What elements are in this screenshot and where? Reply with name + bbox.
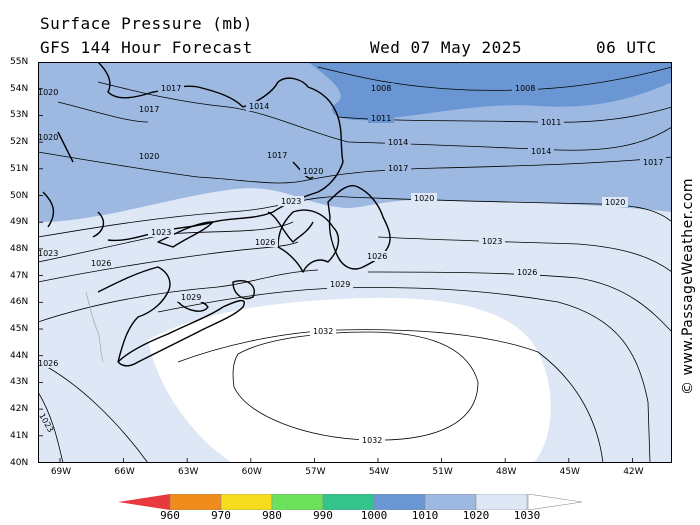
pressure-map: 1008 1008 1011 1011 1014 1014 1014 1017 … [38, 62, 672, 463]
colorbar-swatch [475, 494, 528, 510]
colorbar-tick-label: 970 [211, 509, 231, 522]
colorbar-tick-label: 980 [262, 509, 282, 522]
longitude-label: 69W [50, 467, 72, 477]
latitude-label: 49N [10, 217, 29, 228]
border-line [85, 291, 104, 363]
isobar-label: 1026 [367, 252, 387, 261]
map-frame [38, 62, 672, 463]
isobar-label: 1023 [151, 228, 171, 237]
isobar-label: 1026 [38, 359, 58, 368]
longitude-label: 48W [496, 467, 517, 477]
isobar-label: 1023 [482, 237, 502, 246]
isobar-label: 1008 [371, 84, 391, 93]
latitude-label: 43N [10, 377, 29, 388]
coastlines [42, 62, 391, 367]
forecast-label: GFS 144 Hour Forecast [40, 38, 253, 57]
colorbar-swatch [322, 494, 375, 510]
latitude-label: 50N [10, 190, 29, 201]
isobar-label: 1017 [267, 151, 287, 160]
colorbar-tick-label: 960 [160, 509, 180, 522]
colorbar-high-arrow [527, 494, 582, 510]
isobar-label: 1026 [91, 259, 111, 268]
latitude-label: 48N [10, 243, 29, 254]
longitude-label: 42W [623, 467, 644, 477]
colorbar-swatch [220, 494, 273, 510]
latitude-label: 46N [10, 297, 29, 308]
isobar-label: 1023 [38, 249, 58, 258]
isobar-label: 1008 [515, 84, 535, 93]
isobar-label: 1014 [388, 138, 408, 147]
latitude-label: 53N [10, 110, 29, 121]
longitude-label: 60W [241, 467, 262, 477]
isobar-label: 1029 [181, 293, 201, 302]
latitude-label: 42N [10, 404, 29, 415]
isobar-label: 1020 [303, 167, 323, 176]
map-title: Surface Pressure (mb) [40, 14, 253, 33]
isobar-label: 1017 [643, 158, 663, 167]
colorbar-swatch [373, 494, 426, 510]
isobar-label: 1014 [249, 102, 269, 111]
credit-watermark: © www.PassageWeather.com [680, 177, 696, 395]
latitude-label: 54N [10, 83, 29, 94]
latitude-label: 55N [10, 57, 29, 67]
longitude-label: 63W [178, 467, 199, 477]
pressure-colorbar [118, 494, 582, 510]
isobar-label: 1020 [605, 198, 625, 207]
band-above-1030 [148, 297, 551, 463]
isobar-label: 1026 [517, 268, 537, 277]
isobar-label: 1020 [38, 88, 58, 97]
forecast-date: Wed 07 May 2025 [370, 38, 522, 57]
isobar-labels: 1008 1008 1011 1011 1014 1014 1014 1017 … [38, 83, 666, 445]
colorbar-tick-label: 1020 [462, 509, 490, 522]
longitude-label: 66W [114, 467, 135, 477]
colorbar-swatch [424, 494, 477, 510]
latitude-label: 51N [10, 163, 29, 174]
isobar-label: 1029 [330, 280, 350, 289]
isobar-label: 1032 [313, 327, 333, 336]
longitude-label: 45W [559, 467, 580, 477]
colorbar-tick-label: 990 [313, 509, 333, 522]
isobar-label: 1017 [139, 105, 159, 114]
isobar-label: 1020 [414, 194, 434, 203]
latitude-label: 52N [10, 137, 29, 148]
isobar-label: 1020 [139, 152, 159, 161]
isobar-label: 1017 [388, 164, 408, 173]
colorbar-low-arrow [118, 494, 170, 510]
colorbar-tick-label: 1030 [513, 509, 541, 522]
isobar-label: 1026 [255, 238, 275, 247]
longitude-label: 57W [305, 467, 326, 477]
colorbar-tick-label: 1010 [411, 509, 439, 522]
longitude-label: 54W [368, 467, 390, 477]
isobar-lines [38, 66, 672, 463]
isobar-label: 1032 [362, 436, 382, 445]
latitude-label: 41N [10, 430, 29, 441]
isobar-label: 1014 [531, 147, 551, 156]
colorbar-tick-label: 1000 [360, 509, 388, 522]
isobar-label: 1011 [541, 118, 561, 127]
latitude-label: 47N [10, 270, 29, 281]
colorbar-swatch [169, 494, 222, 510]
isobar-label: 1011 [371, 114, 391, 123]
latitude-label: 40N [10, 457, 29, 468]
isobar-label: 1017 [161, 84, 181, 93]
isobar-label: 1020 [38, 133, 58, 142]
colorbar-swatch [271, 494, 324, 510]
forecast-time: 06 UTC [596, 38, 657, 57]
latitude-label: 45N [10, 324, 29, 334]
band-1000-1010 [308, 62, 672, 121]
longitude-label: 51W [432, 467, 453, 477]
latitude-label: 44N [10, 350, 29, 361]
isobar-label: 1023 [281, 197, 301, 206]
